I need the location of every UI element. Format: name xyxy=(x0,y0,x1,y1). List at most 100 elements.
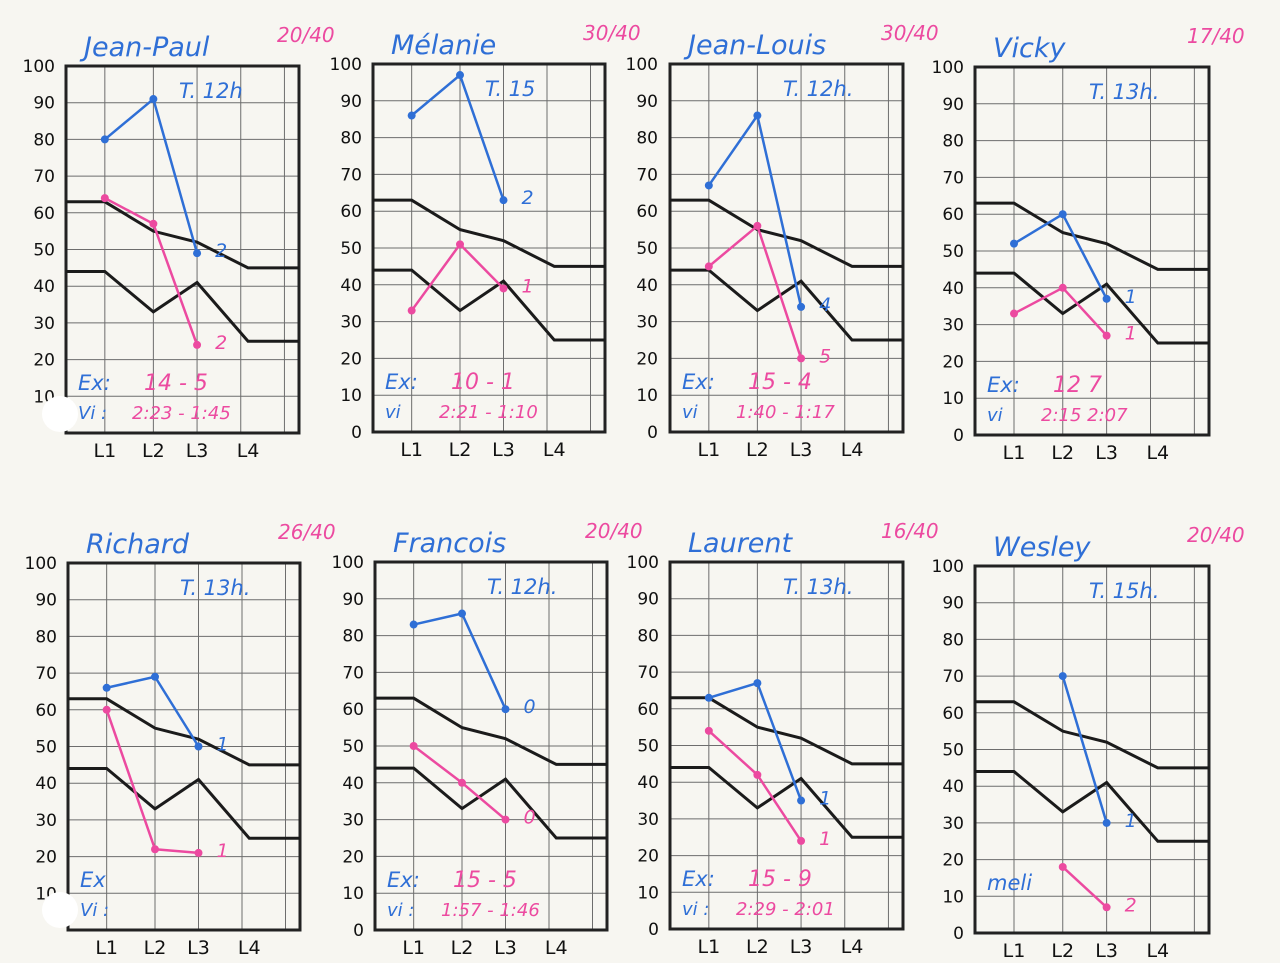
ex-values: 12 7 xyxy=(1053,373,1102,398)
reference-curve-upper xyxy=(670,198,903,268)
data-point-pink xyxy=(456,240,464,249)
ex-label: Ex xyxy=(80,868,106,892)
x-tick-label: L3 xyxy=(1095,442,1118,464)
y-tick-label: 30 xyxy=(942,316,964,336)
y-tick-label: 90 xyxy=(340,92,362,112)
data-point-blue xyxy=(458,609,466,618)
ex-label: Ex: xyxy=(385,370,418,394)
x-tick-label: L1 xyxy=(697,936,720,958)
y-tick-label: 30 xyxy=(35,811,57,831)
data-point-pink xyxy=(102,705,111,714)
data-point-blue xyxy=(1102,294,1111,303)
vi-label: Vi : xyxy=(78,403,107,424)
ex-label: Ex: xyxy=(387,868,420,892)
score: 17/40 xyxy=(1187,24,1245,48)
y-tick-label: 70 xyxy=(340,165,362,185)
reference-curve-upper xyxy=(975,201,1209,271)
score: 30/40 xyxy=(583,21,641,45)
data-point-blue xyxy=(193,249,202,258)
data-point-blue xyxy=(1058,210,1067,219)
data-point-blue xyxy=(501,705,510,714)
data-point-blue xyxy=(194,742,203,751)
ex-label: Ex: xyxy=(987,373,1020,397)
y-tick-label: 50 xyxy=(33,241,55,261)
data-point-pink xyxy=(797,354,806,363)
ex-values: 15 - 4 xyxy=(748,370,812,395)
y-tick-label: 40 xyxy=(342,774,364,794)
series-end-label: 1 xyxy=(819,788,831,810)
patient-name: Mélanie xyxy=(391,30,496,61)
y-tick-label: 50 xyxy=(340,239,362,259)
y-tick-label: 70 xyxy=(33,167,55,187)
binder-hole xyxy=(42,396,78,432)
series-line-pink xyxy=(410,243,505,312)
chart-frame xyxy=(373,560,609,932)
patient-name: Richard xyxy=(86,529,190,560)
data-point-pink xyxy=(151,845,159,854)
series-line-pink xyxy=(707,729,803,842)
chart-frame xyxy=(973,564,1211,935)
y-tick-label: 0 xyxy=(647,423,658,443)
data-point-pink xyxy=(1010,309,1018,318)
y-tick-label: 0 xyxy=(953,924,964,944)
y-tick-label: 90 xyxy=(942,594,964,614)
y-tick-label: 100 xyxy=(330,55,362,75)
y-tick-label: 50 xyxy=(637,737,659,757)
reference-curve-upper xyxy=(373,198,605,268)
series-end-label: 1 xyxy=(1125,323,1137,345)
ex-label: meli xyxy=(987,871,1032,895)
data-point-pink xyxy=(193,340,202,349)
x-tick-label: L3 xyxy=(1095,940,1118,962)
y-tick-label: 50 xyxy=(35,738,57,758)
y-tick-label: 20 xyxy=(342,847,364,867)
data-point-pink xyxy=(753,770,762,779)
score: 16/40 xyxy=(881,519,939,543)
y-tick-label: 90 xyxy=(35,591,57,611)
chart-frame xyxy=(973,65,1211,437)
y-tick-label: 100 xyxy=(626,55,658,75)
series-line-pink xyxy=(1061,866,1108,909)
vi-label: vi : xyxy=(682,899,709,920)
series-end-label: 1 xyxy=(1125,810,1137,832)
time-note: T. 12h xyxy=(179,79,243,103)
vi-values: 2:29 - 2:01 xyxy=(736,899,835,920)
data-point-pink xyxy=(1102,331,1111,340)
x-tick-label: L1 xyxy=(95,937,118,959)
x-tick-label: L3 xyxy=(187,937,210,959)
series-end-label: 1 xyxy=(217,840,229,862)
score: 20/40 xyxy=(277,23,335,47)
data-point-pink xyxy=(407,306,416,315)
x-tick-label: L2 xyxy=(1051,940,1074,962)
series-end-label: 1 xyxy=(1125,286,1137,308)
x-tick-label: L1 xyxy=(1003,940,1026,962)
data-point-pink xyxy=(501,815,510,824)
x-tick-label: L4 xyxy=(1146,940,1169,962)
data-point-blue xyxy=(102,683,111,692)
vi-values: 2:23 - 1:45 xyxy=(132,403,231,424)
data-point-blue xyxy=(1010,239,1018,248)
y-tick-label: 50 xyxy=(636,239,658,259)
x-tick-label: L3 xyxy=(494,937,517,959)
chart-frame xyxy=(668,62,905,434)
vi-label: vi : xyxy=(387,900,414,921)
x-tick-label: L2 xyxy=(746,439,769,461)
x-tick-label: L4 xyxy=(543,439,566,461)
time-note: T. 13h. xyxy=(783,575,853,599)
x-tick-label: L1 xyxy=(1003,442,1026,464)
data-point-pink xyxy=(194,848,203,857)
data-point-blue xyxy=(704,693,713,702)
data-point-pink xyxy=(1102,903,1111,912)
y-tick-label: 70 xyxy=(636,165,658,185)
data-point-pink xyxy=(1058,283,1067,292)
x-tick-label: L3 xyxy=(186,440,209,462)
x-tick-label: L2 xyxy=(1051,442,1074,464)
data-point-blue xyxy=(797,796,806,805)
series-end-label: 2 xyxy=(215,332,227,354)
reference-curve-lower xyxy=(66,270,299,343)
